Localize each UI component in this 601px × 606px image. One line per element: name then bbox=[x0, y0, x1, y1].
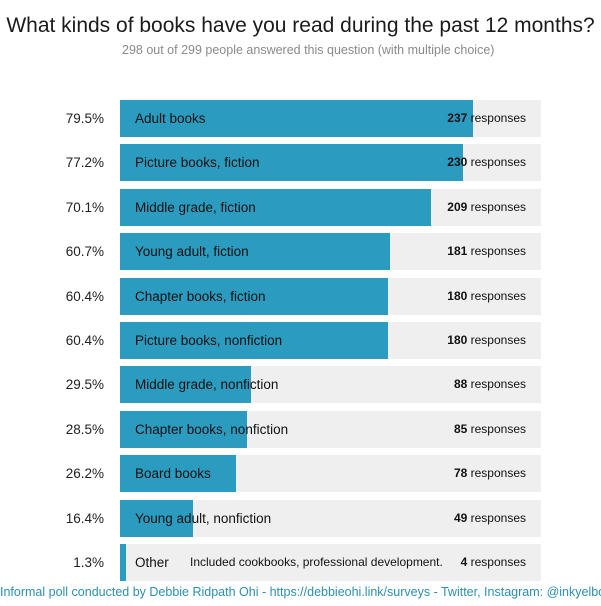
chart-row: 29.5% Middle grade, nonfiction 88 response… bbox=[0, 366, 601, 404]
percent-label: 60.4% bbox=[65, 333, 104, 348]
response-value: 230 bbox=[447, 155, 468, 170]
chart-row: 26.2% Board books 78 responses bbox=[0, 455, 601, 493]
category-label: Chapter books, nonfiction bbox=[135, 421, 289, 437]
category-label: Young adult, fiction bbox=[135, 244, 249, 260]
bar bbox=[120, 188, 432, 226]
chart-row: 77.2% Picture books, fiction 230 responses bbox=[0, 144, 601, 182]
response-count: 78 responses bbox=[453, 466, 526, 481]
chart-subtitle: 298 out of 299 people answered this ques… bbox=[122, 43, 495, 57]
response-count: 181 responses bbox=[447, 244, 526, 259]
response-count: 180 responses bbox=[447, 333, 526, 347]
response-count: 4 responses bbox=[460, 555, 526, 569]
percent-label: 70.1% bbox=[65, 199, 104, 215]
response-count: 237 responses bbox=[447, 111, 526, 125]
category-label: Middle grade, nonfiction bbox=[135, 377, 279, 393]
bar bbox=[120, 410, 247, 448]
response-value: 49 bbox=[453, 510, 468, 525]
response-value: 180 bbox=[447, 333, 468, 347]
response-count: 49 responses bbox=[453, 510, 526, 525]
chart-row: 16.4% Young adult, nonfiction 49 responses bbox=[0, 499, 601, 537]
percent-label: 60.7% bbox=[65, 244, 104, 260]
chart-row: 60.4% Chapter books, fiction 180 responses bbox=[0, 277, 601, 315]
response-value: 180 bbox=[447, 288, 468, 303]
response-value: 85 bbox=[453, 421, 468, 436]
percent-label: 28.5% bbox=[65, 421, 104, 437]
category-label: Adult books bbox=[135, 111, 206, 126]
bar bbox=[120, 100, 474, 137]
percent-label: 60.4% bbox=[65, 288, 104, 304]
chart-title: What kinds of books have you read during… bbox=[6, 14, 595, 37]
chart-row: 60.4% Picture books, nonfiction 180 respon… bbox=[0, 322, 601, 359]
bar bbox=[120, 544, 126, 581]
chart-row: 79.5% Adult books 237 responses bbox=[0, 100, 601, 137]
category-label: Middle grade, fiction bbox=[135, 199, 256, 215]
annotation-label: Included cookbooks, professional develop… bbox=[190, 555, 443, 569]
bar bbox=[120, 322, 389, 359]
chart-row: 28.5% Chapter books, nonfiction 85 respons… bbox=[0, 410, 601, 448]
bar bbox=[120, 455, 237, 493]
category-label: Board books bbox=[135, 466, 211, 482]
response-value: 181 bbox=[447, 244, 468, 259]
bar bbox=[120, 366, 252, 404]
bar bbox=[120, 233, 390, 271]
percent-label: 16.4% bbox=[65, 510, 104, 526]
category-label: Picture books, fiction bbox=[135, 155, 260, 171]
chart-row: 60.7% Young adult, fiction 181 responses bbox=[0, 233, 601, 271]
chart-row: 70.1% Middle grade, fiction 209 responses bbox=[0, 188, 601, 226]
category-label: Other bbox=[135, 555, 169, 570]
percent-label: 29.5% bbox=[65, 377, 104, 393]
response-count: 85 responses bbox=[453, 421, 526, 436]
percent-label: 79.5% bbox=[65, 111, 104, 126]
response-count: 88 responses bbox=[453, 377, 526, 392]
response-value: 237 bbox=[447, 111, 468, 125]
category-label: Chapter books, fiction bbox=[135, 288, 266, 304]
percent-label: 26.2% bbox=[65, 466, 104, 482]
bar-track bbox=[120, 544, 541, 581]
bar bbox=[120, 144, 463, 182]
response-count: 230 responses bbox=[447, 155, 526, 170]
footer-credit: Informal poll conducted by Debbie Ridpat… bbox=[0, 585, 601, 599]
chart-row: 1.3% Other Included cookbooks, professiona… bbox=[0, 544, 601, 581]
bar bbox=[120, 277, 389, 315]
category-label: Picture books, nonfiction bbox=[135, 333, 283, 348]
bar bbox=[120, 499, 193, 537]
percent-label: 1.3% bbox=[73, 555, 104, 570]
response-value: 78 bbox=[453, 466, 468, 481]
response-count: 180 responses bbox=[447, 288, 526, 303]
category-label: Young adult, nonfiction bbox=[135, 510, 272, 526]
response-count: 209 responses bbox=[447, 199, 526, 214]
response-value: 88 bbox=[453, 377, 468, 392]
response-value: 209 bbox=[447, 199, 468, 214]
percent-label: 77.2% bbox=[65, 155, 104, 171]
response-value: 4 bbox=[460, 555, 468, 569]
